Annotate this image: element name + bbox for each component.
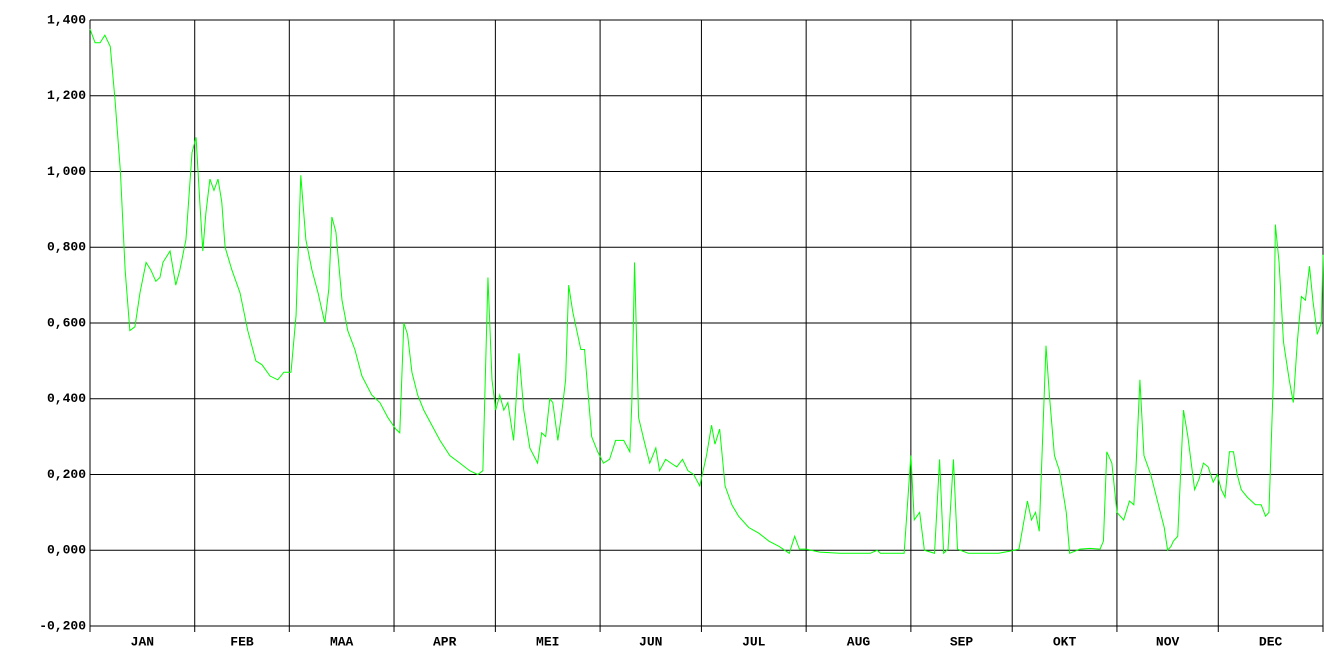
x-tick-label: MAA xyxy=(330,634,354,649)
y-tick-label: 0,200 xyxy=(47,467,86,482)
x-tick-label: JUN xyxy=(639,634,662,649)
x-tick-label: AUG xyxy=(847,634,871,649)
y-tick-label: 0,800 xyxy=(47,240,86,255)
x-tick-label: OKT xyxy=(1053,634,1077,649)
x-tick-label: JAN xyxy=(131,634,154,649)
y-tick-label: 1,200 xyxy=(47,88,86,103)
x-tick-label: SEP xyxy=(950,634,974,649)
x-tick-label: NOV xyxy=(1156,634,1180,649)
x-tick-label: DEC xyxy=(1259,634,1283,649)
x-tick-label: JUL xyxy=(742,634,766,649)
x-tick-label: FEB xyxy=(230,634,254,649)
data-line xyxy=(89,28,1324,555)
y-tick-label: -0,200 xyxy=(39,618,86,633)
y-tick-label: 0,000 xyxy=(47,543,86,558)
y-tick-label: 0,600 xyxy=(47,315,86,330)
y-tick-label: 0,400 xyxy=(47,391,86,406)
x-tick-label: APR xyxy=(433,634,457,649)
y-tick-label: 1,000 xyxy=(47,164,86,179)
y-tick-label: 1,400 xyxy=(47,12,86,27)
x-tick-label: MEI xyxy=(536,634,559,649)
